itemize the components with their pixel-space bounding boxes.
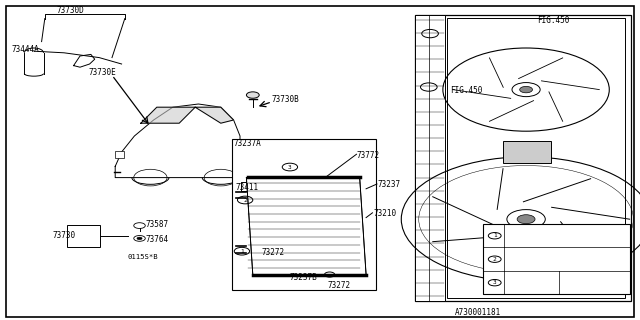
Polygon shape [195, 107, 234, 123]
Circle shape [137, 237, 142, 240]
Bar [67, 225, 100, 247]
Text: FIG.450: FIG.450 [450, 86, 483, 95]
Text: A730001181: A730001181 [454, 308, 500, 317]
Bar [483, 224, 630, 294]
Bar [415, 15, 445, 301]
Circle shape [246, 92, 259, 98]
Text: 3: 3 [288, 164, 292, 170]
Text: 73272: 73272 [328, 281, 351, 290]
Text: 73730B: 73730B [272, 95, 300, 104]
Text: 2: 2 [493, 257, 497, 262]
Text: 3: 3 [493, 280, 497, 285]
Text: 1: 1 [493, 233, 497, 238]
Text: 0103S: 0103S [508, 233, 529, 239]
Bar [115, 151, 124, 158]
Circle shape [512, 83, 540, 97]
Bar [232, 139, 376, 290]
Text: 73272: 73272 [261, 248, 284, 257]
Text: 73237A: 73237A [234, 139, 261, 148]
Bar [447, 18, 625, 298]
Text: FIG.450: FIG.450 [538, 16, 570, 25]
Text: (-06MY0509): (-06MY0509) [561, 280, 602, 285]
Text: 1: 1 [240, 249, 244, 254]
Text: 73730E: 73730E [88, 68, 116, 76]
Text: 2: 2 [243, 197, 247, 203]
Text: 73444A: 73444A [12, 45, 39, 54]
Text: 0115S*B: 0115S*B [128, 254, 159, 260]
Text: 73587: 73587 [146, 220, 169, 229]
Text: 73764: 73764 [146, 235, 169, 244]
Text: 73411: 73411 [236, 183, 259, 192]
Text: 73772: 73772 [356, 151, 380, 160]
Polygon shape [141, 107, 195, 123]
Circle shape [520, 86, 532, 93]
Text: 73210: 73210 [373, 209, 396, 218]
Text: 73730D: 73730D [56, 6, 84, 15]
Text: 73237B: 73237B [289, 273, 317, 282]
Bar [503, 141, 551, 163]
Text: 73176*C: 73176*C [508, 256, 537, 262]
Bar [415, 15, 631, 301]
Text: 73237: 73237 [378, 180, 401, 189]
Circle shape [507, 210, 545, 229]
Text: 73211: 73211 [508, 280, 529, 286]
Text: 73730: 73730 [52, 231, 76, 240]
Circle shape [517, 215, 535, 224]
